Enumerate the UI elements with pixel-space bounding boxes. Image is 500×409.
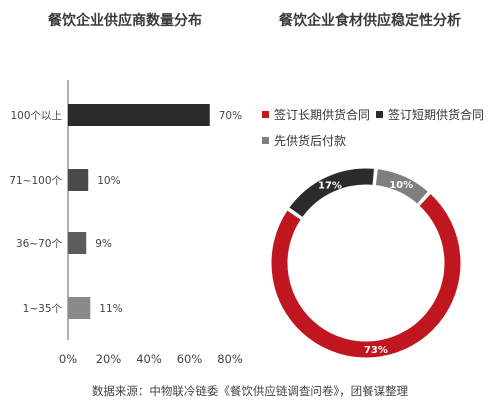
legend-label: 先供货后付款 [274, 134, 347, 148]
bar-value-label: 70% [219, 110, 242, 122]
bar-x-tick-label: 20% [96, 352, 122, 366]
bar-value-label: 10% [97, 175, 120, 187]
legend-item: 签订短期供货合同 [376, 106, 484, 123]
data-source-note: 数据来源：中物联冷链委《餐饮供应链调查问卷》，团餐谋整理 [91, 384, 409, 398]
donut-legend: 签订长期供货合同 签订短期供货合同先供货后付款 [262, 106, 497, 158]
bar-0 [68, 104, 210, 126]
legend-swatch [262, 137, 269, 144]
legend-label: 签订短期供货合同 [388, 108, 485, 122]
bar-category-label: 36~70个 [16, 238, 63, 250]
donut-slice-label: 73% [364, 345, 388, 356]
bar-chart-title: 餐饮企业供应商数量分布 [48, 13, 202, 29]
donut-chart-title: 餐饮企业食材供应稳定性分析 [279, 13, 461, 29]
donut-slice-label: 10% [389, 180, 413, 191]
donut-slice-2 [374, 168, 430, 205]
legend-item: 先供货后付款 [262, 132, 346, 149]
donut-slice-1 [288, 167, 376, 219]
bar-value-label: 11% [99, 303, 122, 315]
legend-swatch [376, 111, 384, 118]
bar-value-label: 9% [95, 238, 112, 250]
bar-x-tick-label: 80% [217, 352, 243, 366]
bar-category-label: 1~35个 [23, 303, 63, 315]
bar-category-label: 71~100个 [9, 175, 62, 187]
donut-slice-label: 17% [318, 180, 342, 191]
donut-slice-0 [270, 192, 462, 359]
bar-x-tick-label: 60% [177, 352, 203, 366]
legend-swatch [262, 111, 269, 118]
bar-1 [68, 169, 89, 191]
bar-x-tick-label: 40% [136, 352, 162, 366]
bar-category-label: 100个以上 [10, 110, 62, 122]
bar-x-tick-label: 0% [59, 352, 77, 366]
bar-3 [68, 297, 91, 319]
legend-item: 签订长期供货合同 [262, 106, 370, 123]
bar-2 [68, 232, 87, 254]
legend-label: 签订长期供货合同 [274, 108, 371, 122]
